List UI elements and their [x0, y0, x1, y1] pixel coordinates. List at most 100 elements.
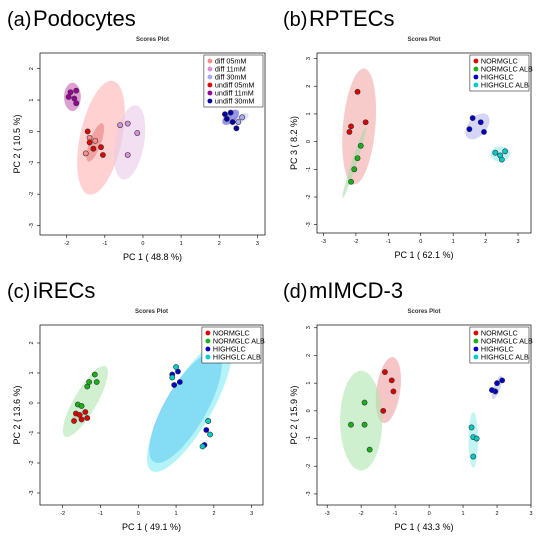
- legend-label: diff 11mM: [215, 65, 246, 74]
- y-tick-label: 1: [306, 112, 312, 115]
- data-point: [239, 114, 246, 121]
- data-point: [169, 374, 176, 381]
- panel-name: mIMCD-3: [309, 278, 403, 303]
- y-tick-label: -2: [306, 195, 312, 200]
- x-tick-label: 2: [218, 241, 221, 247]
- data-point: [498, 156, 505, 163]
- y-tick-label: 1: [306, 382, 312, 385]
- data-point: [469, 115, 476, 121]
- y-tick-label: 1: [29, 99, 35, 102]
- data-point: [90, 145, 97, 152]
- x-tick-label: 1: [462, 511, 465, 517]
- data-point: [76, 412, 83, 418]
- x-tick-label: 1: [175, 511, 178, 517]
- data-point: [82, 409, 89, 415]
- y-tick-label: -2: [29, 192, 35, 197]
- y-tick-label: 2: [306, 85, 312, 88]
- data-point: [489, 387, 495, 393]
- data-point: [481, 129, 487, 135]
- legend-marker: [207, 66, 213, 72]
- plot-area: [62, 340, 232, 472]
- data-point: [207, 431, 213, 438]
- plot-title: Scores Plot: [407, 37, 440, 43]
- legend-marker: [207, 98, 213, 104]
- data-point: [229, 119, 236, 125]
- data-point: [348, 178, 354, 185]
- data-point: [171, 382, 178, 388]
- legend-label: HIGHGLC: [481, 73, 514, 82]
- legend-marker: [473, 330, 479, 336]
- data-point: [346, 129, 353, 135]
- legend-label: undiff 05mM: [215, 81, 254, 90]
- x-tick-label: 3: [256, 241, 259, 247]
- data-point: [134, 130, 141, 136]
- data-point: [227, 109, 234, 116]
- legend-label: NORMGLC ALB: [481, 65, 533, 74]
- data-point: [67, 89, 74, 96]
- y-tick-label: -2: [29, 461, 35, 466]
- data-point: [199, 443, 206, 450]
- panel-label: (a): [7, 9, 31, 31]
- x-tick-label: -1: [386, 239, 391, 245]
- confidence-ellipse: [340, 370, 383, 471]
- x-tick-label: 0: [419, 239, 422, 245]
- x-tick-label: 2: [212, 511, 215, 517]
- data-point: [466, 126, 473, 133]
- y-tick-label: 2: [29, 341, 35, 344]
- legend-marker: [205, 346, 211, 352]
- legend-marker: [473, 74, 479, 80]
- data-point: [86, 139, 93, 146]
- y-tick-label: -3: [306, 491, 312, 496]
- y-tick-label: -1: [306, 436, 312, 441]
- legend-label: HIGHGLC ALB: [213, 353, 261, 362]
- data-point: [124, 120, 131, 127]
- legend-label: HIGHGLC: [213, 345, 246, 354]
- data-point: [354, 88, 361, 95]
- x-tick-label: -2: [353, 239, 358, 245]
- legend-box: [201, 326, 262, 364]
- legend-label: undiff 30mM: [215, 97, 254, 106]
- data-point: [494, 380, 500, 387]
- data-point: [93, 379, 100, 385]
- x-axis-label: PC 1 ( 43.3 %): [394, 522, 453, 532]
- data-point: [71, 95, 78, 102]
- y-axis-label: PC 2 ( 10.5 %): [12, 114, 22, 173]
- x-tick-label: 1: [452, 239, 455, 245]
- data-point: [91, 371, 98, 378]
- data-point: [380, 407, 387, 414]
- legend-label: NORMGLC ALB: [481, 337, 533, 346]
- data-point: [203, 427, 210, 433]
- legend-marker: [473, 66, 479, 72]
- x-tick-label: 2: [496, 511, 499, 517]
- y-axis-label: PC 2 ( 15.9 %): [289, 385, 299, 444]
- data-point: [477, 119, 484, 126]
- data-point: [473, 435, 480, 442]
- x-axis-label: PC 1 ( 62.1 %): [394, 250, 453, 260]
- legend-marker: [473, 354, 479, 360]
- panel-2: (b) RPTECs Scores Plot -3 -2 -1 0 1 2 3 -3 -2 -1 0 1 2 3…: [283, 6, 533, 260]
- plot-area: [342, 68, 510, 198]
- confidence-ellipse: [375, 357, 401, 424]
- x-tick-label: -3: [321, 239, 326, 245]
- data-point: [84, 128, 91, 135]
- plot-area: [340, 357, 506, 471]
- legend-label: NORMGLC: [481, 57, 518, 66]
- plot-title: Scores Plot: [407, 309, 440, 315]
- x-tick-label: -1: [98, 511, 103, 517]
- panel-3: (c) iRECs Scores Plot -2 -1 0 1 2 3 -3 -2 -1 0 1 2 PC 1…: [7, 278, 265, 532]
- data-point: [470, 453, 477, 460]
- data-point: [71, 418, 77, 424]
- legend-marker: [473, 82, 479, 88]
- data-point: [86, 379, 93, 385]
- data-point: [499, 377, 506, 384]
- data-point: [382, 369, 388, 375]
- y-tick-label: 2: [29, 67, 35, 70]
- data-point: [348, 123, 354, 130]
- x-tick-label: 2: [484, 239, 487, 245]
- y-tick-label: 0: [29, 130, 35, 133]
- legend-marker: [207, 82, 213, 88]
